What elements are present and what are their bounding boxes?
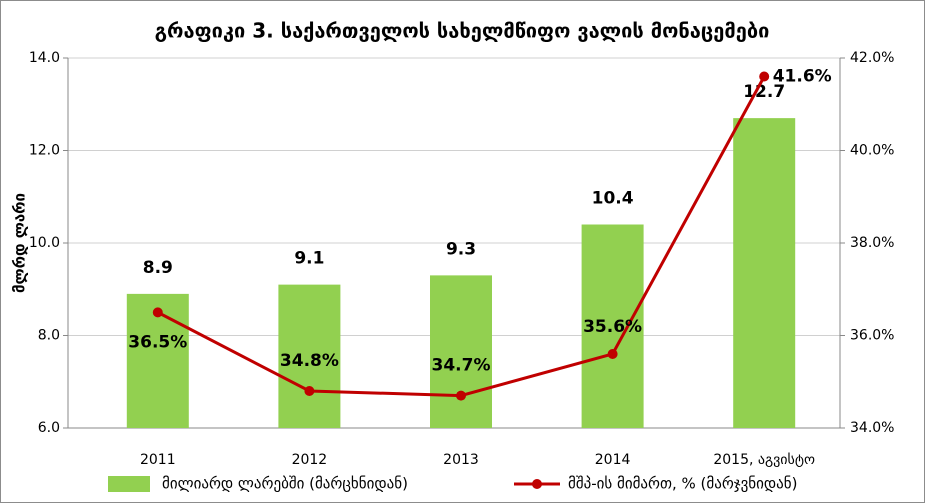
line-point (456, 390, 466, 401)
y2-tick-label: 38.0% (850, 235, 894, 251)
line-point (304, 386, 315, 396)
bar (430, 275, 492, 428)
y-tick-label: 14.0 (29, 50, 60, 66)
x-tick-label: 2013 (443, 452, 479, 468)
chart-title: გრაფიკი 3. საქართველოს სახელმწიფო ვალის … (155, 19, 770, 43)
x-tick-label: 2015, აგვისტო (713, 452, 815, 468)
line-point (152, 307, 163, 318)
bar-value-label: 10.4 (592, 189, 634, 209)
x-tick-label: 2014 (595, 452, 631, 468)
y-tick-label: 8.0 (38, 328, 60, 344)
bar-value-label: 8.9 (143, 258, 173, 278)
y2-tick-label: 36.0% (850, 328, 894, 344)
y2-tick-label: 40.0% (850, 143, 894, 159)
legend-label: მშპ-ის მიმართ, % (მარჯვნიდან) (568, 475, 797, 493)
bar-value-label: 9.3 (446, 239, 476, 259)
line-value-label: 41.6% (773, 67, 832, 87)
line-value-label: 34.7% (432, 356, 491, 376)
legend-swatch (108, 476, 150, 492)
line-point (607, 349, 618, 359)
y-tick-label: 12.0 (29, 143, 60, 159)
line-value-label: 35.6% (583, 317, 642, 337)
bar (581, 224, 644, 428)
y-tick-label: 10.0 (29, 235, 60, 251)
x-tick-label: 2012 (292, 452, 328, 468)
legend-label: მილიარდ ლარებში (მარცხნიდან) (162, 475, 408, 493)
line-value-label: 36.5% (128, 332, 187, 352)
bar-value-label: 9.1 (294, 249, 324, 269)
y-axis-label: მლრდ ლარი (11, 193, 29, 293)
y2-tick-label: 42.0% (850, 50, 894, 66)
bar (278, 284, 341, 428)
line-point (759, 71, 770, 82)
y-tick-label: 6.0 (38, 420, 60, 436)
y2-tick-label: 34.0% (850, 420, 894, 436)
bar (733, 118, 796, 428)
legend-swatch-point (532, 479, 542, 489)
line-value-label: 34.8% (280, 351, 339, 371)
x-tick-label: 2011 (140, 452, 176, 468)
